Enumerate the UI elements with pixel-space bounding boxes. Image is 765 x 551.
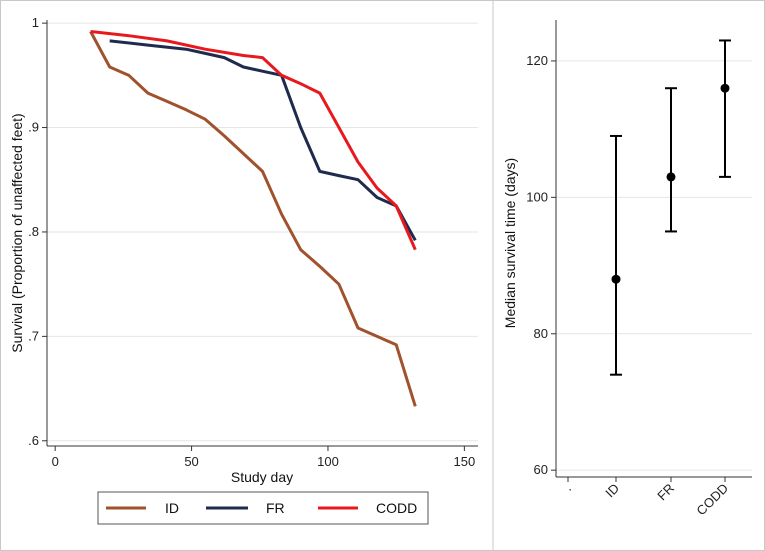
left-x-tick-label: 100 (317, 454, 339, 469)
series-line-codd (90, 30, 417, 251)
right-y-ticks: 60 80 100 120 (526, 53, 556, 477)
left-x-axis-title: Study day (231, 469, 293, 485)
right-points (610, 39, 731, 376)
left-y-tick-label: .9 (28, 120, 39, 135)
legend-label-fr: FR (266, 500, 285, 516)
left-y-axis-title: Survival (Proportion of unaffected feet) (9, 113, 25, 352)
legend-label-id: ID (165, 500, 179, 516)
right-y-tick-label: 60 (534, 462, 548, 477)
right-y-tick-label: 120 (526, 53, 548, 68)
left-y-tick-label: .7 (28, 328, 39, 343)
median-point-fr (666, 172, 676, 182)
left-x-ticks: 0 50 100 150 (52, 446, 476, 469)
legend-box (97, 491, 429, 525)
survival-chart: .6 .7 .8 .9 1 0 50 100 150 Study day Survival (… (9, 15, 478, 525)
left-y-ticks: .6 .7 .8 .9 1 (28, 15, 47, 448)
right-y-tick-label: 80 (534, 326, 548, 341)
left-y-tick-label: 1 (32, 15, 39, 30)
right-y-axis-title: Median survival time (days) (502, 158, 518, 328)
median-point-id (611, 274, 621, 284)
left-y-tick-label: .6 (28, 433, 39, 448)
median-point-codd (720, 83, 730, 93)
left-x-tick-label: 0 (52, 454, 59, 469)
left-series-lines (89, 30, 417, 407)
series-line-id (89, 30, 417, 407)
legend-label-codd: CODD (376, 500, 417, 516)
right-y-tick-label: 100 (526, 189, 548, 204)
legend: ID FR CODD (97, 491, 429, 525)
left-y-tick-label: .8 (28, 224, 39, 239)
left-x-tick-label: 150 (454, 454, 476, 469)
right-gridlines (556, 60, 752, 471)
left-x-tick-label: 50 (184, 454, 198, 469)
